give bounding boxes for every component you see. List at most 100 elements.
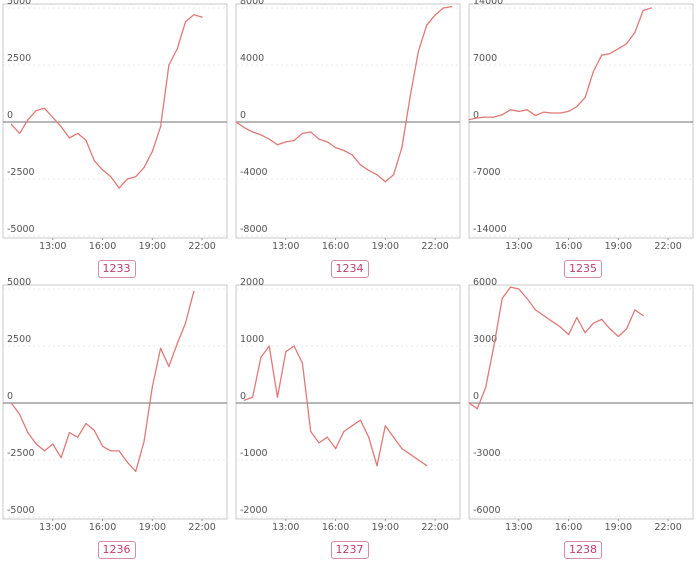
y-tick-label: -5000 xyxy=(7,505,35,516)
data-point xyxy=(368,169,370,172)
chart-svg: 14000 7000 0 -7000 -14000 13:00 16:00 19:00 22:0… xyxy=(468,0,694,252)
y-tick-label: -8000 xyxy=(240,224,268,235)
x-tick-label: 13:00 xyxy=(505,522,532,533)
y-tick-label: 5000 xyxy=(7,277,31,288)
data-point xyxy=(393,436,395,438)
data-point xyxy=(301,132,303,134)
plot-frame xyxy=(468,284,694,520)
data-point xyxy=(451,5,453,8)
x-tick-label: 19:00 xyxy=(605,241,632,252)
data-point xyxy=(18,413,21,415)
x-tick-label: 13:00 xyxy=(39,522,66,533)
data-point xyxy=(359,164,362,166)
data-point xyxy=(484,116,487,118)
data-point xyxy=(52,116,54,119)
x-tick-label: 22:00 xyxy=(421,241,448,252)
data-point xyxy=(135,470,137,472)
data-point xyxy=(468,402,470,404)
data-point xyxy=(27,119,29,121)
data-point xyxy=(176,48,178,50)
x-tick-label: 22:00 xyxy=(654,522,681,533)
data-point xyxy=(77,436,79,438)
chart-id-badge: 1236 xyxy=(97,541,136,559)
data-point xyxy=(285,141,287,143)
data-point xyxy=(268,345,270,347)
y-tick-label: -7000 xyxy=(473,167,501,178)
plot-frame xyxy=(2,3,228,239)
y-tick-label: 7000 xyxy=(473,53,497,64)
y-tick-label: 5000 xyxy=(7,0,31,7)
series-line xyxy=(10,291,195,473)
data-point xyxy=(110,176,112,178)
data-point xyxy=(334,147,337,149)
x-tick-label: 16:00 xyxy=(322,522,349,533)
y-tick-label: 6000 xyxy=(473,277,497,288)
chart-1237: 2000 1000 0 -1000 -2000 13:00 16:00 19:00 22:00 1… xyxy=(233,277,466,562)
data-point xyxy=(110,450,112,452)
data-point xyxy=(85,422,87,425)
data-point xyxy=(559,112,561,114)
data-point xyxy=(617,335,619,338)
data-point xyxy=(85,139,87,141)
chart-svg: 5000 2500 0 -2500 -5000 13:00 16:00 19:00 22:00 xyxy=(2,0,228,252)
data-point xyxy=(426,24,428,26)
chart-1234: 8000 4000 0 -4000 -8000 13:00 16:00 19:00 22:00 1… xyxy=(233,0,466,280)
data-point xyxy=(52,443,54,445)
data-point xyxy=(93,429,95,431)
data-point xyxy=(68,432,70,434)
data-point xyxy=(276,144,279,146)
data-point xyxy=(176,343,178,345)
data-point xyxy=(43,107,46,109)
chart-svg: 8000 4000 0 -4000 -8000 13:00 16:00 19:00 22:00 xyxy=(235,0,461,252)
data-point xyxy=(393,174,395,176)
data-point xyxy=(518,110,520,113)
data-point xyxy=(334,448,337,450)
data-point xyxy=(476,117,478,119)
y-tick-label: -4000 xyxy=(240,167,268,178)
x-tick-label: 22:00 xyxy=(188,241,215,252)
data-point xyxy=(534,309,536,311)
data-point xyxy=(401,448,403,450)
data-point xyxy=(434,14,436,16)
series-line xyxy=(10,14,203,189)
data-point xyxy=(118,450,120,452)
chart-1235: 14000 7000 0 -7000 -14000 13:00 16:00 19:00 22:0… xyxy=(466,0,700,280)
chart-svg: 5000 2500 0 -2500 -5000 13:00 16:00 19:00 22:00 xyxy=(2,277,228,533)
data-point xyxy=(184,21,187,23)
data-point xyxy=(251,396,254,398)
data-point xyxy=(126,461,129,463)
data-point xyxy=(376,174,378,176)
data-point xyxy=(476,408,478,410)
plot-frame xyxy=(235,3,461,239)
data-point xyxy=(143,441,145,443)
data-point xyxy=(484,387,487,389)
x-tick-label: 16:00 xyxy=(322,241,349,252)
x-tick-label: 19:00 xyxy=(139,522,166,533)
data-point xyxy=(417,459,420,461)
data-point xyxy=(501,114,503,116)
chart-1236: 5000 2500 0 -2500 -5000 13:00 16:00 19:00 22:00 1… xyxy=(0,277,233,562)
data-point xyxy=(609,53,611,55)
chart-svg: 6000 3000 0 -3000 -6000 13:00 16:00 19:00 22:00 xyxy=(468,277,694,533)
x-tick-label: 19:00 xyxy=(372,241,399,252)
chart-id-badge: 1234 xyxy=(330,260,369,278)
data-point xyxy=(318,442,320,444)
data-point xyxy=(326,436,328,438)
data-point xyxy=(567,334,570,336)
chart-id-badge: 1237 xyxy=(330,541,369,559)
data-point xyxy=(642,9,644,12)
data-point xyxy=(343,149,345,152)
data-point xyxy=(650,7,653,9)
x-tick-label: 19:00 xyxy=(605,522,632,533)
data-point xyxy=(101,445,104,447)
data-point xyxy=(401,147,403,149)
x-tick-label: 22:00 xyxy=(188,522,215,533)
y-tick-label: 0 xyxy=(7,110,13,121)
chart-1238: 6000 3000 0 -3000 -6000 13:00 16:00 19:00 22:00 1… xyxy=(466,277,700,562)
chart-svg: 2000 1000 0 -1000 -2000 13:00 16:00 19:00 22:00 xyxy=(235,277,461,533)
data-point xyxy=(493,345,495,347)
data-point xyxy=(135,176,137,178)
data-point xyxy=(160,125,162,128)
chart-id-badge: 1238 xyxy=(564,541,602,559)
